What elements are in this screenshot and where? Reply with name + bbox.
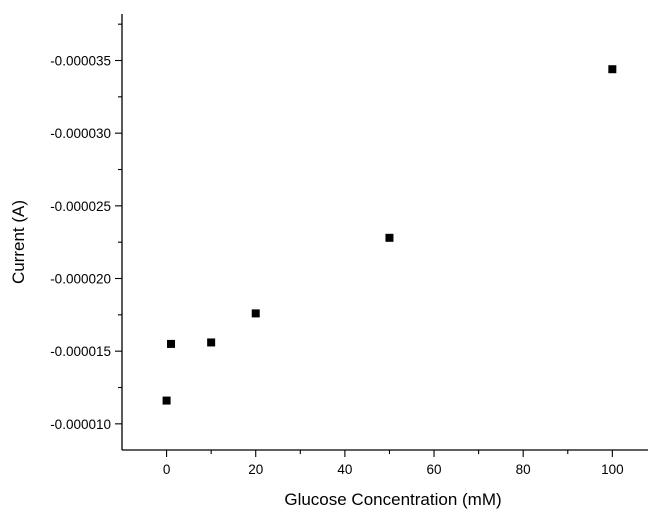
x-tick-label: 60 (427, 462, 442, 477)
x-axis-ticks: 0 20 40 60 80 100 (163, 450, 624, 477)
y-tick-label: -0.000030 (50, 126, 111, 141)
x-tick-label: 20 (248, 462, 263, 477)
y-tick-label: -0.000025 (50, 199, 111, 214)
y-axis-ticks: -0.000010 -0.000015 -0.000020 -0.000025 -0.0… (50, 23, 122, 432)
data-point (251, 309, 260, 318)
y-axis-title: Current (A) (9, 200, 28, 284)
x-tick-label: 100 (601, 462, 624, 477)
data-point (207, 338, 216, 347)
data-point (608, 65, 617, 74)
y-tick-label: -0.000010 (50, 417, 111, 432)
x-tick-label: 40 (337, 462, 352, 477)
data-points (162, 65, 617, 405)
data-point (162, 396, 171, 405)
y-tick-label: -0.000035 (50, 54, 111, 69)
y-tick-label: -0.000020 (50, 272, 111, 287)
x-axis-title: Glucose Concentration (mM) (284, 490, 501, 509)
x-tick-label: 80 (516, 462, 531, 477)
x-tick-label: 0 (163, 462, 171, 477)
axes (121, 14, 648, 451)
data-point (167, 339, 176, 348)
data-point (385, 233, 394, 242)
y-tick-label: -0.000015 (50, 344, 111, 359)
